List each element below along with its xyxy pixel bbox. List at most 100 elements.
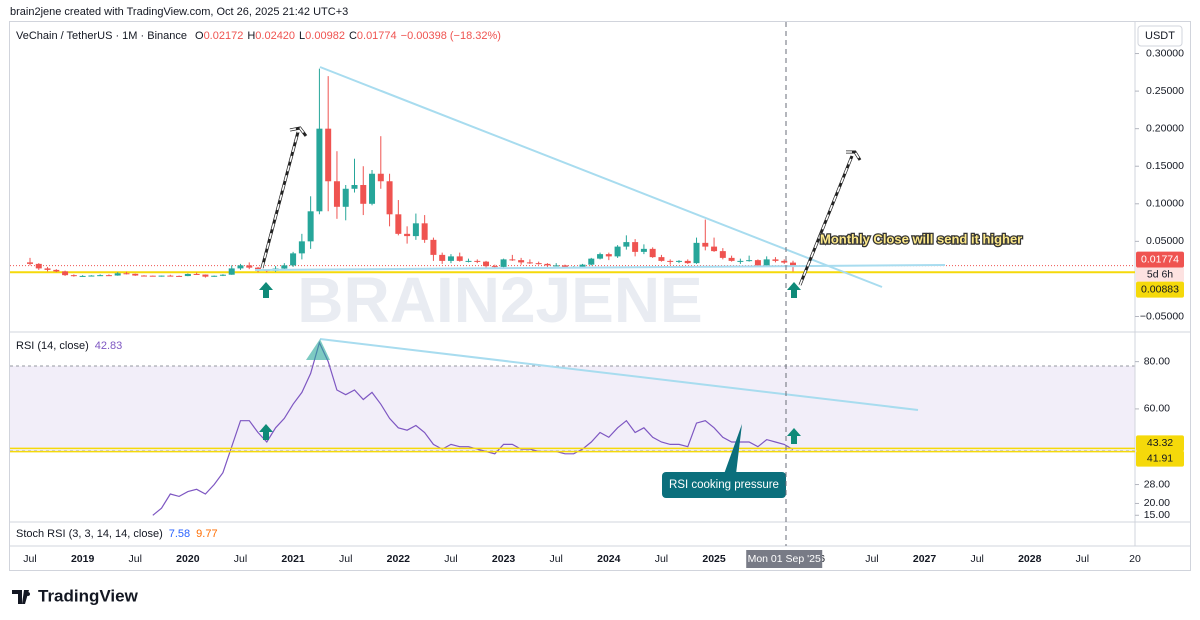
rsi-tick-label: 20.00 xyxy=(1144,497,1170,509)
candle-body xyxy=(97,275,104,277)
candle-body xyxy=(35,263,42,269)
candle-body xyxy=(693,242,700,264)
candle-body xyxy=(754,260,761,266)
candle-body xyxy=(298,241,305,254)
callout-pointer xyxy=(724,424,742,474)
price-badge-label: 41.91 xyxy=(1147,452,1173,464)
candle-body xyxy=(342,188,349,207)
rsi-annotation: RSI cooking pressure xyxy=(669,479,779,491)
candle-body xyxy=(561,265,568,267)
x-tick-label: Jul xyxy=(970,553,983,565)
chart-frame xyxy=(9,21,1191,571)
candle-body xyxy=(62,271,69,276)
candle-body xyxy=(105,275,112,277)
candle-body xyxy=(141,275,148,277)
legend-value: 0.02172 xyxy=(204,30,244,42)
candle-body xyxy=(746,260,753,262)
price-badge xyxy=(1136,450,1184,467)
candle-body xyxy=(123,273,130,275)
candle-body xyxy=(439,254,446,261)
candle-body xyxy=(246,265,253,268)
crosshair-label-box xyxy=(746,550,823,568)
candle-body xyxy=(114,273,121,276)
candle-body xyxy=(491,266,498,268)
x-tick-label: 2027 xyxy=(913,553,937,565)
candle-body xyxy=(377,173,384,182)
x-tick-label: Jul xyxy=(339,553,352,565)
candle-body xyxy=(228,268,235,275)
candle-body xyxy=(474,260,481,262)
stoch-legend: Stoch RSI (3, 3, 14, 14, close) 7.58 9.77 xyxy=(16,528,218,540)
candle-body xyxy=(219,274,226,276)
y-tick-label: 0.30000 xyxy=(1146,47,1184,59)
candle-body xyxy=(526,262,533,264)
countdown-badge xyxy=(1136,267,1184,282)
price-badge xyxy=(1136,251,1184,268)
up-arrow xyxy=(787,282,801,298)
candle-body xyxy=(395,214,402,234)
currency[interactable]: USDT xyxy=(1145,30,1175,42)
x-tick-label: Jul xyxy=(234,553,247,565)
candle-body xyxy=(211,275,218,277)
y-tick-label: 0.25000 xyxy=(1146,85,1184,97)
candle-body xyxy=(351,185,358,189)
projection-arrow xyxy=(799,151,861,286)
y-tick-label: 0.10000 xyxy=(1146,198,1184,210)
candle-body xyxy=(369,173,376,204)
candle-body xyxy=(623,242,630,247)
candle-body xyxy=(149,275,156,277)
up-arrow xyxy=(259,282,273,298)
candle-body xyxy=(193,273,200,275)
candle-body xyxy=(509,259,516,261)
legend-line: VeChain / TetherUS · 1M · Binance O0.0217… xyxy=(16,30,501,42)
candle-body xyxy=(167,275,174,277)
x-tick-label: 2020 xyxy=(176,553,200,565)
candle-body xyxy=(158,275,165,277)
candle-body xyxy=(281,265,288,269)
candle-body xyxy=(597,254,604,259)
candle-body xyxy=(202,274,209,277)
candle-body xyxy=(421,223,428,240)
candle-body xyxy=(412,223,419,237)
y-tick-label: −0.05000 xyxy=(1140,310,1184,322)
rsi-legend: RSI (14, close) 42.83 xyxy=(16,340,122,352)
x-tick-label: 2019 xyxy=(71,553,95,565)
rsi-tick-label: 60.00 xyxy=(1144,403,1170,415)
rsi-tick-label: 15.00 xyxy=(1144,509,1170,521)
stoch-k: 7.58 xyxy=(169,528,190,540)
x-tick-label: 20 xyxy=(1129,553,1141,565)
x-tick-label: 2025 xyxy=(702,553,726,565)
candle-body xyxy=(614,246,621,257)
candle-body xyxy=(237,265,244,269)
candle-body xyxy=(719,251,726,258)
candle-body xyxy=(737,260,744,262)
candle-body xyxy=(360,185,367,204)
x-tick-label: Jul xyxy=(129,553,142,565)
rsi-band xyxy=(10,366,1135,451)
price-badge-label: 0.01774 xyxy=(1141,253,1179,265)
crosshair-label: Mon 01 Sep '25 xyxy=(748,553,821,565)
candle-body xyxy=(684,260,691,264)
candle-body xyxy=(184,273,191,277)
price-annotation: Monthly Close will send it higher xyxy=(820,231,1022,246)
candle-body xyxy=(772,259,779,261)
y-tick-label: 0.20000 xyxy=(1146,122,1184,134)
candle-body xyxy=(325,128,332,182)
candle-body xyxy=(53,269,60,272)
candle-body xyxy=(781,260,788,263)
legend-value: 0.00982 xyxy=(305,30,345,42)
candle-body xyxy=(27,262,33,264)
logo-text: TradingView xyxy=(38,586,139,605)
watermark: BRAIN2JENE xyxy=(297,264,702,336)
candle-body xyxy=(430,239,437,255)
legend-key: L xyxy=(299,30,305,42)
candle-body xyxy=(386,181,393,215)
candle-body xyxy=(632,242,639,252)
candle-body xyxy=(255,267,262,270)
countdown: 5d 6h xyxy=(1147,268,1173,280)
price-badge-label: 0.00883 xyxy=(1141,283,1179,295)
up-arrow xyxy=(787,428,801,444)
currency-button[interactable] xyxy=(1137,25,1183,47)
x-tick-label: Jul xyxy=(444,553,457,565)
